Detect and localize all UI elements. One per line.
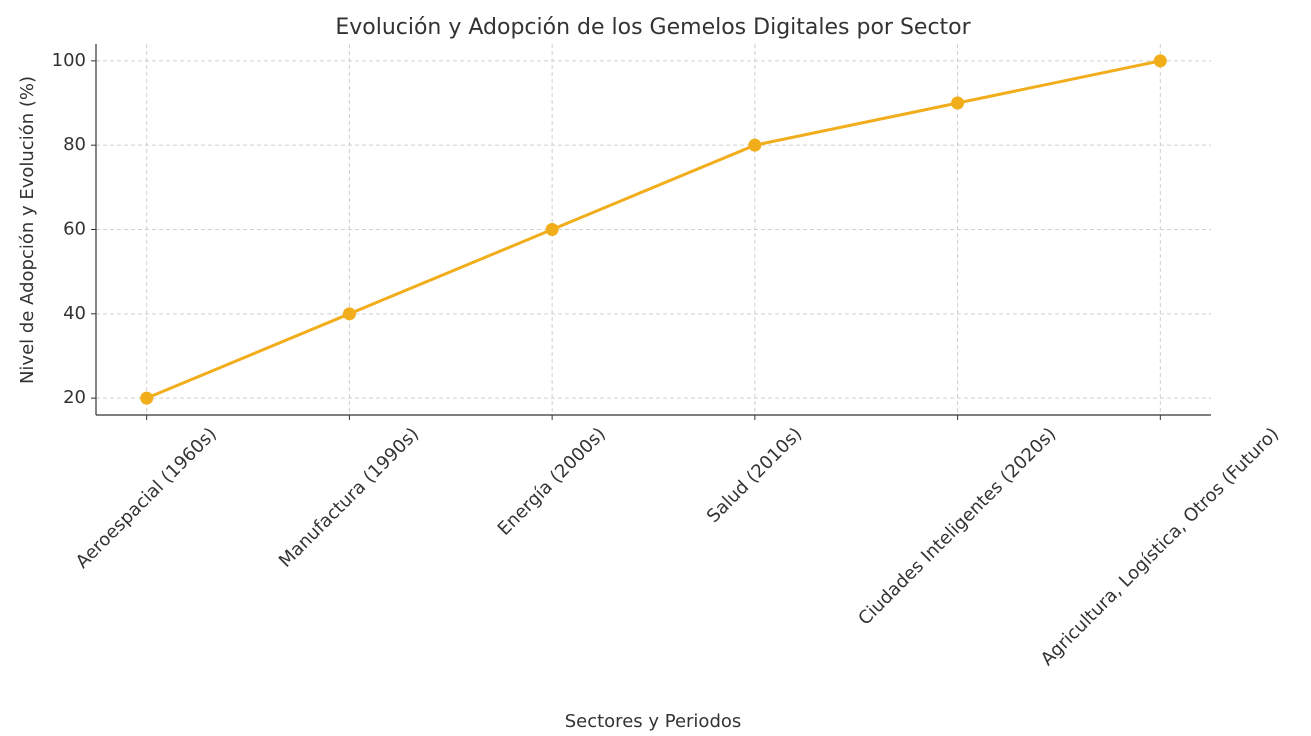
point [748,138,762,152]
chart-title: Evolución y Adopción de los Gemelos Digi… [335,15,971,40]
x-axis-label: Sectores y Periodos [565,711,742,732]
point [545,223,559,236]
y-tick-label: 40 [63,303,86,324]
point [342,307,356,321]
point [951,96,965,110]
x-tick-label: Energía (2000s) [494,424,610,540]
x-tick-label: Aeroespacial (1960s) [72,424,221,573]
y-tick-label: 20 [63,387,86,408]
y-tick-label: 60 [63,219,86,240]
line [146,59,1161,400]
y-tick-label: 80 [63,134,86,155]
point [1153,54,1167,68]
x-tick-label: Manufactura (1990s) [275,424,423,572]
x-tick-label: Salud (2010s) [703,424,806,527]
x-tick-label: Agricultura, Logística, Otros (Futuro) [1037,424,1283,670]
x-tick-label: Ciudades Inteligentes (2020s) [854,424,1060,630]
point [140,391,154,405]
y-axis-label: Nivel de Adopción y Evolución (%) [17,76,38,384]
y-tick-label: 100 [52,50,86,71]
